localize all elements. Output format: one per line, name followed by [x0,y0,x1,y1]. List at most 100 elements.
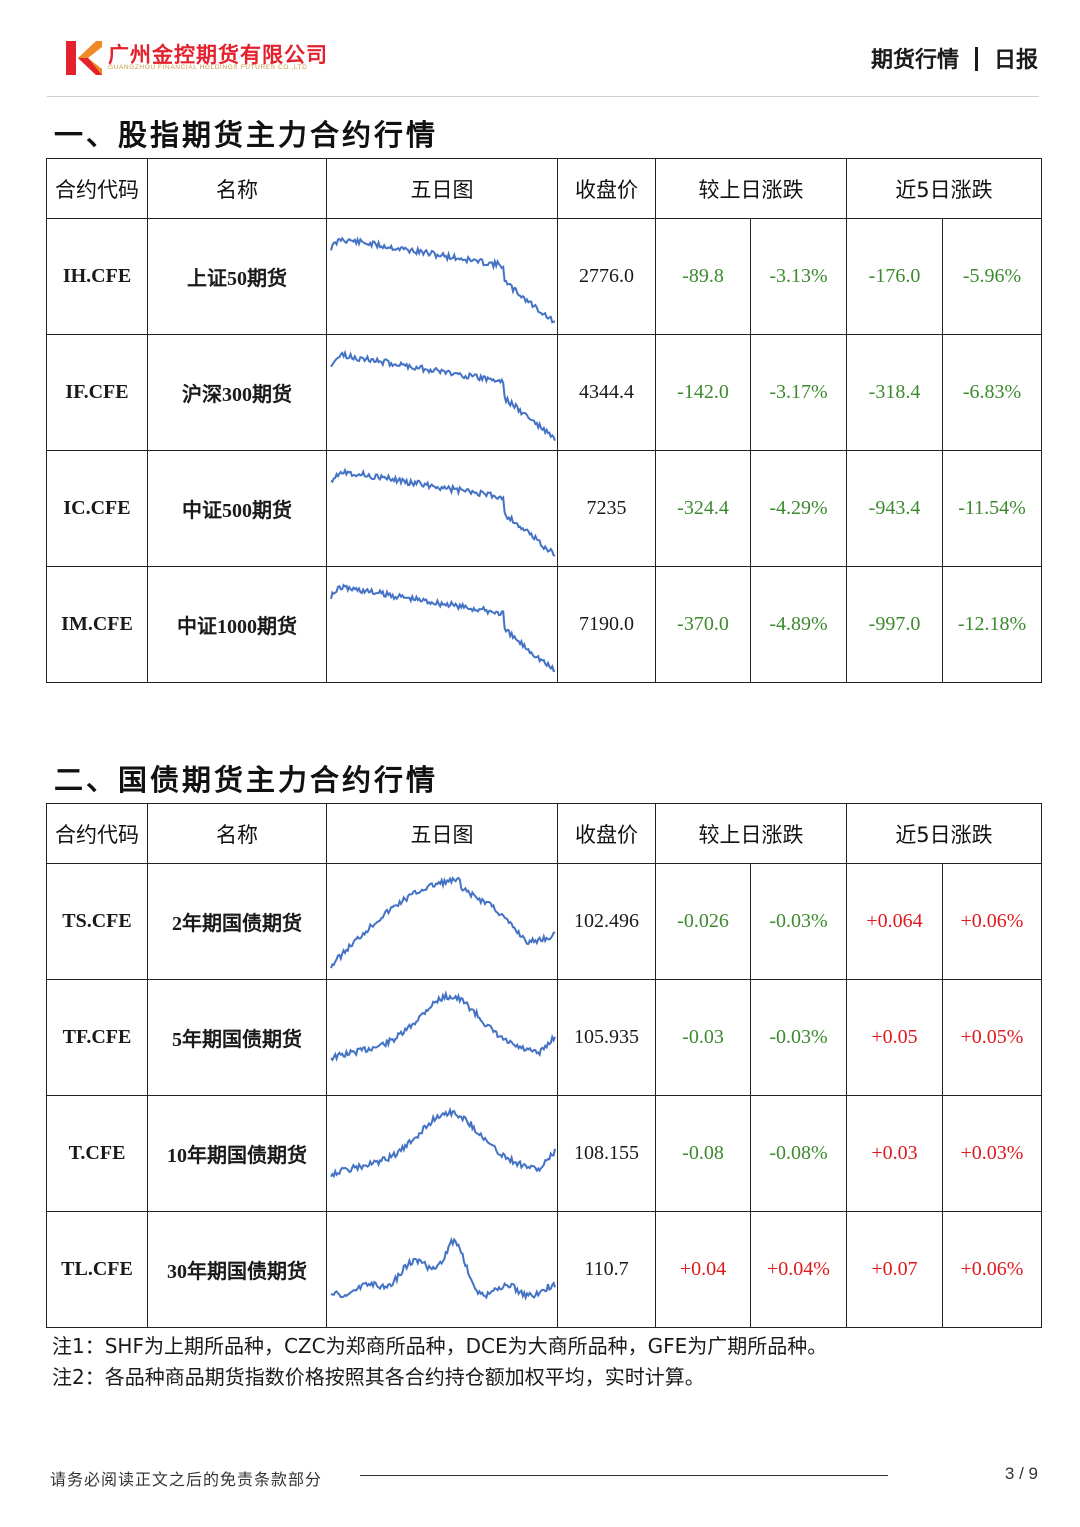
close-price: 7190.0 [557,566,656,683]
daily-change-pct: -3.13% [750,218,847,335]
close-price: 110.7 [557,1211,656,1328]
col-name: 名称 [147,803,327,864]
contract-code: TL.CFE [46,1211,148,1328]
five-day-change: -997.0 [846,566,943,683]
five-day-change-pct: +0.05% [942,979,1042,1096]
index-futures-table: 合约代码 名称 五日图 收盘价 较上日涨跌 近5日涨跌 IH.CFE 上证50期… [46,158,1042,683]
page-header: 广州金控期货有限公司 GUANGZHOU FINANCIAL HOLDINGS … [0,0,1080,100]
table-row: IF.CFE 沪深300期货 4344.4 -142.0 -3.17% -318… [46,334,1042,451]
sparkline-series [330,1236,556,1301]
section-title-bond-futures: 二、国债期货主力合约行情 [54,763,439,797]
five-day-change-pct: -6.83% [942,334,1042,451]
contract-code: IH.CFE [46,218,148,335]
daily-change: -0.026 [655,863,751,980]
five-day-change: +0.05 [846,979,943,1096]
page-number: 3 / 9 [1004,1464,1038,1483]
contract-name: 5年期国债期货 [147,979,327,1096]
header-divider [47,96,1039,97]
contract-name: 10年期国债期货 [147,1095,327,1212]
document-tag: 期货行情 日报 [871,42,1038,74]
five-day-sparkline [326,334,558,451]
footnote-1: 注1：SHF为上期所品种，CZC为郑商所品种，DCE为大商所品种，GFE为广期所… [52,1334,828,1358]
sparkline-series [330,876,556,969]
daily-change-pct: -4.89% [750,566,847,683]
disclaimer-notice: 请务必阅读正文之后的免责条款部分 [50,1470,323,1489]
col-name: 名称 [147,158,327,219]
table-row: TS.CFE 2年期国债期货 102.496 -0.026 -0.03% +0.… [46,863,1042,980]
contract-code: TS.CFE [46,863,148,980]
footnote-2: 注2：各品种商品期货指数价格按照其各合约持仓额加权平均，实时计算。 [52,1365,705,1389]
five-day-change: +0.03 [846,1095,943,1212]
contract-code: IF.CFE [46,334,148,451]
daily-change: -324.4 [655,450,751,567]
five-day-change-pct: +0.06% [942,863,1042,980]
daily-change: -0.08 [655,1095,751,1212]
contract-code: IM.CFE [46,566,148,683]
col-close: 收盘价 [557,158,656,219]
col-daily-change: 较上日涨跌 [655,803,847,864]
five-day-change: +0.064 [846,863,943,980]
close-price: 2776.0 [557,218,656,335]
company-name: 广州金控期货有限公司 [108,43,328,67]
section-title-index-futures: 一、股指期货主力合约行情 [54,118,439,152]
daily-change-pct: -0.03% [750,863,847,980]
close-price: 108.155 [557,1095,656,1212]
table-header-row: 合约代码 名称 五日图 收盘价 较上日涨跌 近5日涨跌 [46,158,1042,219]
contract-code: TF.CFE [46,979,148,1096]
company-name-en: GUANGZHOU FINANCIAL HOLDINGS FUTURES CO.… [108,64,308,71]
five-day-change-pct: -12.18% [942,566,1042,683]
daily-change-pct: +0.04% [750,1211,847,1328]
five-day-sparkline [326,218,558,335]
col-code: 合约代码 [46,803,148,864]
table-row: IH.CFE 上证50期货 2776.0 -89.8 -3.13% -176.0… [46,218,1042,335]
sparkline-series [330,583,556,672]
contract-name: 中证1000期货 [147,566,327,683]
five-day-change: -318.4 [846,334,943,451]
table-row: TF.CFE 5年期国债期货 105.935 -0.03 -0.03% +0.0… [46,979,1042,1096]
contract-name: 上证50期货 [147,218,327,335]
table-row: T.CFE 10年期国债期货 108.155 -0.08 -0.08% +0.0… [46,1095,1042,1212]
bond-futures-table: 合约代码 名称 五日图 收盘价 较上日涨跌 近5日涨跌 TS.CFE 2年期国债… [46,803,1042,1328]
five-day-change-pct: +0.03% [942,1095,1042,1212]
daily-change-pct: -3.17% [750,334,847,451]
five-day-sparkline [326,979,558,1096]
daily-change-pct: -0.08% [750,1095,847,1212]
five-day-sparkline [326,566,558,683]
contract-code: T.CFE [46,1095,148,1212]
five-day-sparkline [326,450,558,567]
close-price: 4344.4 [557,334,656,451]
daily-change: -0.03 [655,979,751,1096]
five-day-sparkline [326,863,558,980]
five-day-change-pct: -11.54% [942,450,1042,567]
five-day-change: +0.07 [846,1211,943,1328]
doc-category: 期货行情 [870,48,959,73]
sparkline-series [330,1106,556,1179]
table-row: TL.CFE 30年期国债期货 110.7 +0.04 +0.04% +0.07… [46,1211,1042,1328]
five-day-change-pct: -5.96% [942,218,1042,335]
sparkline-series [330,349,556,441]
five-day-change: -176.0 [846,218,943,335]
five-day-change-pct: +0.06% [942,1211,1042,1328]
sparkline-series [330,236,556,324]
doc-type: 日报 [993,48,1038,73]
daily-change: -89.8 [655,218,751,335]
col-five-day-change: 近5日涨跌 [846,803,1042,864]
daily-change: -142.0 [655,334,751,451]
col-close: 收盘价 [557,803,656,864]
contract-name: 30年期国债期货 [147,1211,327,1328]
sparkline-series [330,467,556,557]
contract-name: 2年期国债期货 [147,863,327,980]
daily-change-pct: -0.03% [750,979,847,1096]
daily-change: +0.04 [655,1211,751,1328]
contract-code: IC.CFE [46,450,148,567]
five-day-change: -943.4 [846,450,943,567]
five-day-sparkline [326,1211,558,1328]
daily-change-pct: -4.29% [750,450,847,567]
contract-name: 沪深300期货 [147,334,327,451]
footer-divider [360,1475,888,1476]
table-row: IM.CFE 中证1000期货 7190.0 -370.0 -4.89% -99… [46,566,1042,683]
col-code: 合约代码 [46,158,148,219]
five-day-sparkline [326,1095,558,1212]
close-price: 102.496 [557,863,656,980]
company-logo-icon [66,41,102,75]
